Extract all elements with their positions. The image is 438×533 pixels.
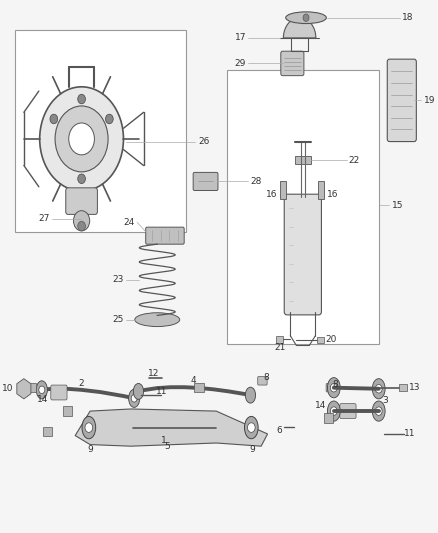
Text: 22: 22 [349,156,360,165]
Circle shape [131,394,137,402]
Text: 17: 17 [235,34,246,43]
Ellipse shape [328,377,340,398]
Bar [194,383,204,392]
Text: 29: 29 [235,59,246,68]
Ellipse shape [135,313,180,327]
FancyBboxPatch shape [340,403,356,418]
Text: 11: 11 [155,387,167,396]
Bar [318,181,324,199]
Circle shape [330,407,337,415]
Text: 15: 15 [392,201,403,210]
Ellipse shape [372,378,385,399]
Text: 23: 23 [112,275,124,284]
Text: 13: 13 [409,383,420,392]
FancyBboxPatch shape [284,194,321,315]
Text: 16: 16 [266,190,277,199]
Polygon shape [17,378,31,399]
Ellipse shape [129,389,140,407]
FancyBboxPatch shape [258,376,267,385]
Bar [42,426,52,436]
Text: 8: 8 [263,373,269,382]
Circle shape [247,423,255,432]
Circle shape [106,114,113,124]
Text: 19: 19 [424,96,435,105]
Text: 9: 9 [250,446,255,455]
Circle shape [74,211,90,231]
Text: 28: 28 [251,177,262,186]
Circle shape [85,423,93,432]
Text: 24: 24 [124,218,135,227]
Bar [63,406,72,416]
Circle shape [303,14,309,21]
Circle shape [55,106,108,172]
Circle shape [78,221,85,231]
Circle shape [78,174,85,183]
Text: 21: 21 [274,343,285,352]
FancyBboxPatch shape [15,30,186,232]
Ellipse shape [372,401,385,421]
FancyBboxPatch shape [281,51,304,76]
FancyBboxPatch shape [146,227,184,244]
Text: 11: 11 [403,430,415,439]
FancyBboxPatch shape [51,385,67,400]
Ellipse shape [82,416,95,439]
Bar [27,383,36,392]
Text: 26: 26 [198,137,210,146]
Text: 2: 2 [78,379,84,388]
Ellipse shape [286,12,326,23]
Circle shape [78,94,85,104]
Text: 20: 20 [325,335,337,344]
Circle shape [69,123,95,155]
Bar [295,157,311,164]
Circle shape [375,384,382,393]
Ellipse shape [36,381,47,399]
FancyBboxPatch shape [326,383,336,392]
Ellipse shape [244,416,258,439]
Circle shape [39,386,45,393]
Bar [279,181,286,199]
Text: 4: 4 [191,376,196,385]
Circle shape [330,383,337,392]
Text: 25: 25 [112,315,124,324]
FancyBboxPatch shape [387,59,417,142]
Text: 6: 6 [276,426,282,435]
Circle shape [40,87,124,191]
Ellipse shape [245,387,256,403]
Ellipse shape [328,401,340,421]
Circle shape [375,407,382,415]
Text: 3: 3 [382,396,388,405]
Text: 27: 27 [38,214,49,223]
FancyBboxPatch shape [227,70,379,344]
FancyBboxPatch shape [66,188,97,214]
Bar [399,384,407,391]
Text: 12: 12 [148,369,159,378]
Bar [324,413,333,423]
Text: 18: 18 [402,13,414,22]
Ellipse shape [133,383,144,399]
Polygon shape [75,409,268,446]
Text: 5: 5 [164,442,170,451]
Text: 14: 14 [37,395,49,404]
Text: 16: 16 [328,190,339,199]
Text: 1: 1 [161,437,166,446]
Bar [317,337,324,343]
Text: 8: 8 [332,380,338,389]
Wedge shape [283,18,316,38]
Text: 10: 10 [2,384,14,393]
Circle shape [50,114,58,124]
Text: 9: 9 [87,446,93,455]
Text: 14: 14 [315,401,327,410]
Bar [276,336,283,343]
FancyBboxPatch shape [193,172,218,190]
